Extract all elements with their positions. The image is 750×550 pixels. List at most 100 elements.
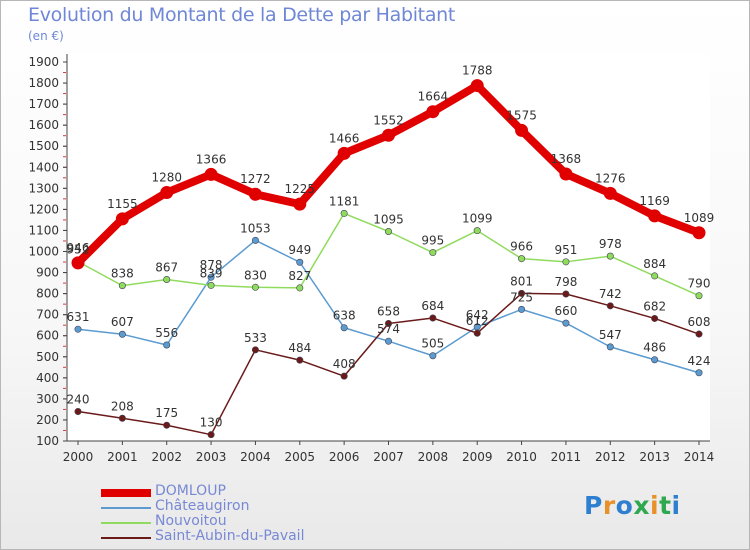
data-label: 1225 [285, 182, 316, 196]
data-point [651, 356, 659, 364]
legend-swatch [101, 522, 151, 524]
data-point [562, 258, 570, 266]
data-point [518, 255, 526, 263]
data-point [562, 319, 570, 327]
y-tick-label: 800 [36, 287, 59, 301]
data-label: 725 [510, 290, 533, 304]
data-label: 946 [67, 241, 90, 255]
data-point [384, 227, 392, 235]
data-point [426, 105, 440, 119]
data-point [115, 212, 129, 226]
data-point [74, 325, 82, 333]
x-tick-label: 2011 [551, 450, 582, 464]
y-tick-label: 1600 [28, 118, 59, 132]
y-tick-label: 200 [36, 413, 59, 427]
data-label: 1368 [551, 152, 582, 166]
x-tick-label: 2013 [639, 450, 670, 464]
x-tick-label: 2010 [506, 450, 537, 464]
y-tick-label: 1100 [28, 223, 59, 237]
data-point [429, 249, 437, 257]
data-label: 951 [554, 243, 577, 257]
data-label: 884 [643, 257, 666, 271]
logo-letter: P [584, 491, 603, 520]
legend-item: Châteaugiron [101, 499, 361, 515]
chart-title: Evolution du Montant de la Dette par Hab… [28, 4, 456, 26]
data-label: 867 [155, 261, 178, 275]
data-point [296, 356, 304, 364]
data-label: 798 [554, 275, 577, 289]
x-tick-label: 2012 [595, 450, 626, 464]
data-label: 556 [155, 326, 178, 340]
data-point [340, 324, 348, 332]
data-label: 484 [288, 341, 311, 355]
data-point [695, 330, 703, 338]
data-point [518, 305, 526, 313]
logo-letter: i [671, 491, 681, 520]
legend-label: Saint-Aubin-du-Pavail [155, 528, 305, 544]
y-tick-label: 1700 [28, 97, 59, 111]
data-point [251, 283, 259, 291]
data-label: 1276 [595, 171, 626, 185]
data-point [384, 337, 392, 345]
y-tick-label: 500 [36, 350, 59, 364]
data-label: 1366 [196, 152, 227, 166]
legend-item: Nouvoitou [101, 514, 361, 530]
data-point [382, 128, 395, 142]
data-label: 878 [200, 258, 223, 272]
data-label: 952 [67, 243, 90, 257]
data-label: 1053 [240, 221, 271, 235]
data-label: 486 [643, 341, 666, 355]
data-label: 612 [466, 314, 489, 328]
data-label: 1788 [462, 64, 493, 78]
data-label: 607 [111, 315, 134, 329]
data-point [248, 187, 262, 201]
data-point [296, 284, 304, 292]
data-label: 533 [244, 331, 267, 345]
data-label: 638 [333, 309, 356, 323]
data-point [559, 167, 573, 181]
y-tick-label: 700 [36, 308, 59, 322]
legend-swatch [101, 489, 151, 497]
data-label: 424 [688, 354, 711, 368]
data-point [71, 256, 85, 270]
legend-swatch [101, 537, 151, 539]
y-tick-label: 1500 [28, 139, 59, 153]
data-label: 574 [377, 322, 400, 336]
data-label: 505 [421, 337, 444, 351]
data-point [118, 330, 126, 338]
data-label: 1272 [240, 172, 271, 186]
data-label: 1552 [373, 113, 404, 127]
data-point [695, 369, 703, 377]
data-label: 1280 [151, 171, 182, 185]
data-label: 827 [288, 269, 311, 283]
legend-swatch [101, 507, 151, 509]
y-tick-label: 1200 [28, 202, 59, 216]
data-point [606, 302, 614, 310]
data-label: 608 [688, 315, 711, 329]
proxiti-logo: Proxiti [584, 491, 681, 520]
x-tick-label: 2003 [196, 450, 227, 464]
y-tick-label: 600 [36, 329, 59, 343]
data-point [695, 292, 703, 300]
data-point [163, 341, 171, 349]
data-label: 1155 [107, 197, 138, 211]
data-point [515, 123, 529, 137]
logo-letter: r [602, 491, 616, 520]
data-point [651, 272, 659, 280]
y-tick-label: 300 [36, 392, 59, 406]
data-label: 1466 [329, 131, 360, 145]
data-point [470, 79, 484, 93]
data-point [207, 281, 215, 289]
data-point [204, 167, 218, 181]
x-tick-label: 2007 [373, 450, 404, 464]
data-point [651, 314, 659, 322]
data-label: 801 [510, 274, 533, 288]
x-tick-label: 2001 [107, 450, 138, 464]
data-point [160, 186, 174, 200]
data-point [207, 273, 215, 281]
data-point [293, 197, 307, 211]
legend-item: DOMLOUP [101, 484, 361, 500]
plot-area [67, 54, 710, 441]
